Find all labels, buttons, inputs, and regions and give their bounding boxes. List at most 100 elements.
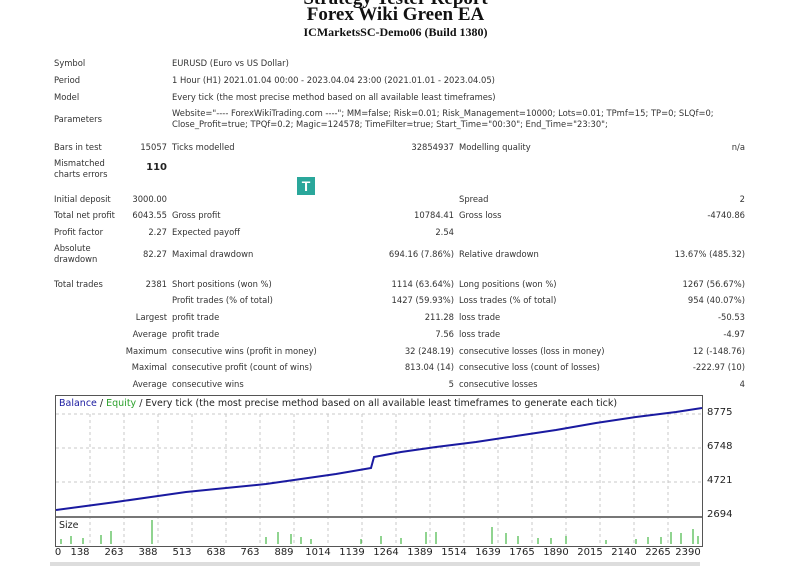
- mismatch-label-1: Mismatched: [54, 158, 105, 168]
- chart-grid: [56, 407, 702, 546]
- legend-balance: Balance: [59, 398, 97, 409]
- average-loss-value: -4.97: [723, 329, 745, 339]
- maximal-label: Maximal: [131, 362, 167, 372]
- legend-equity: Equity: [106, 398, 137, 409]
- tradingview-logo-icon: T: [297, 177, 315, 195]
- chart-model-description: / Every tick (the most precise method ba…: [136, 398, 618, 409]
- x-tick: 1389: [407, 547, 433, 558]
- x-tick: 1765: [509, 547, 535, 558]
- x-tick: 513: [172, 547, 192, 558]
- short-positions-label: Short positions (won %): [172, 279, 272, 289]
- x-tick: 889: [274, 547, 294, 558]
- x-tick: 388: [138, 547, 158, 558]
- bars-value: 15057: [140, 142, 167, 152]
- gross-loss-label: Gross loss: [459, 210, 502, 220]
- relative-drawdown-value: 13.67% (485.32): [674, 249, 745, 259]
- report-title-partial: Strategy Tester Report: [0, 0, 791, 10]
- quality-value: n/a: [731, 142, 745, 152]
- max-consecutive-wins-label: consecutive wins (profit in money): [172, 346, 317, 356]
- loss-trades-value: 954 (40.07%): [687, 295, 745, 305]
- model-label: Model: [54, 92, 80, 102]
- x-tick: 263: [104, 547, 124, 558]
- relative-drawdown-label: Relative drawdown: [459, 249, 539, 259]
- report-subtitle: ICMarketsSC-Demo06 (Build 1380): [303, 25, 488, 39]
- x-tick: 2265: [645, 547, 671, 558]
- x-tick: 1639: [475, 547, 501, 558]
- x-tick: 2015: [577, 547, 603, 558]
- y-tick-2694: 2694: [707, 509, 733, 520]
- model-value: Every tick (the most precise method base…: [172, 92, 496, 102]
- profit-trades-label: Profit trades (% of total): [172, 295, 273, 305]
- avg-consecutive-losses-label: consecutive losses: [459, 379, 538, 389]
- profit-trades-value: 1427 (59.93%): [391, 295, 454, 305]
- symbol-label: Symbol: [54, 58, 86, 68]
- maximal-drawdown-value: 694.16 (7.86%): [388, 249, 454, 259]
- x-tick: 0: [54, 547, 62, 558]
- gross-profit-value: 10784.41: [414, 210, 454, 220]
- max-consecutive-losses-value: 12 (-148.76): [692, 346, 745, 356]
- period-label: Period: [54, 75, 81, 85]
- period-value: 1 Hour (H1) 2021.01.04 00:00 - 2023.04.0…: [172, 75, 495, 85]
- average-loss-label: loss trade: [459, 329, 501, 339]
- maximum-label: Maximum: [125, 346, 167, 356]
- y-tick-8775: 8775: [707, 407, 733, 418]
- average-consecutive-label: Average: [132, 379, 167, 389]
- x-tick: 1514: [441, 547, 467, 558]
- absolute-drawdown-value: 82.27: [143, 249, 167, 259]
- avg-consecutive-wins-label: consecutive wins: [172, 379, 244, 389]
- avg-consecutive-wins-value: 5: [448, 379, 454, 389]
- total-trades-value: 2381: [145, 279, 167, 289]
- profit-factor-label: Profit factor: [54, 227, 104, 237]
- gross-loss-value: -4740.86: [707, 210, 745, 220]
- balance-chart: Balance / Equity / Every tick (the most …: [55, 395, 703, 547]
- y-tick-4721: 4721: [707, 475, 733, 486]
- gross-profit-label: Gross profit: [172, 210, 221, 220]
- quality-label: Modelling quality: [459, 142, 531, 152]
- expected-payoff-value: 2.54: [435, 227, 454, 237]
- size-label: Size: [59, 520, 79, 531]
- x-tick: 2390: [675, 547, 701, 558]
- parameters-label: Parameters: [54, 114, 102, 124]
- total-trades-label: Total trades: [54, 279, 103, 289]
- spread-label: Spread: [459, 194, 489, 204]
- largest-loss-value: -50.53: [718, 312, 745, 322]
- net-profit-value: 6043.55: [132, 210, 167, 220]
- long-positions-label: Long positions (won %): [459, 279, 557, 289]
- x-tick: 638: [206, 547, 226, 558]
- x-tick: 1890: [543, 547, 569, 558]
- bars-label: Bars in test: [54, 142, 102, 152]
- largest-profit-label: profit trade: [172, 312, 220, 322]
- net-profit-label: Total net profit: [54, 210, 115, 220]
- symbol-value: EURUSD (Euro vs US Dollar): [172, 58, 289, 68]
- expected-payoff-label: Expected payoff: [172, 227, 241, 237]
- average-profit-value: 7.56: [435, 329, 454, 339]
- profit-factor-value: 2.27: [148, 227, 167, 237]
- maximal-consecutive-profit-value: 813.04 (14): [404, 362, 454, 372]
- chart-title: Balance / Equity / Every tick (the most …: [59, 398, 617, 409]
- x-tick: 763: [240, 547, 260, 558]
- mismatch-label-2: charts errors: [54, 169, 108, 179]
- table-header-bar: [50, 562, 700, 566]
- average-profit-label: profit trade: [172, 329, 220, 339]
- mismatch-value: 110: [146, 162, 167, 173]
- absolute-drawdown-label-1: Absolute: [54, 243, 91, 253]
- largest-profit-value: 211.28: [424, 312, 454, 322]
- spread-value: 2: [739, 194, 745, 204]
- parameters-line-2: Close_Profit=true; TPQf=0.2; Magic=12457…: [172, 119, 608, 129]
- x-tick: 138: [70, 547, 90, 558]
- average-label: Average: [132, 329, 167, 339]
- max-consecutive-losses-label: consecutive losses (loss in money): [459, 346, 605, 356]
- x-tick: 1264: [373, 547, 399, 558]
- parameters-line-1: Website="---- ForexWikiTrading.com ----"…: [172, 108, 714, 118]
- balance-line: [56, 407, 702, 511]
- maximal-consecutive-loss-value: -222.97 (10): [692, 362, 745, 372]
- short-positions-value: 1114 (63.64%): [391, 279, 454, 289]
- report-title: Forex Wiki Green EA: [306, 4, 485, 25]
- avg-consecutive-losses-value: 4: [739, 379, 745, 389]
- x-tick: 2140: [611, 547, 637, 558]
- maximal-consecutive-loss-label: consecutive loss (count of losses): [459, 362, 600, 372]
- maximal-consecutive-profit-label: consecutive profit (count of wins): [172, 362, 313, 372]
- initial-deposit-label: Initial deposit: [54, 194, 111, 204]
- maximal-drawdown-label: Maximal drawdown: [172, 249, 254, 259]
- long-positions-value: 1267 (56.67%): [682, 279, 745, 289]
